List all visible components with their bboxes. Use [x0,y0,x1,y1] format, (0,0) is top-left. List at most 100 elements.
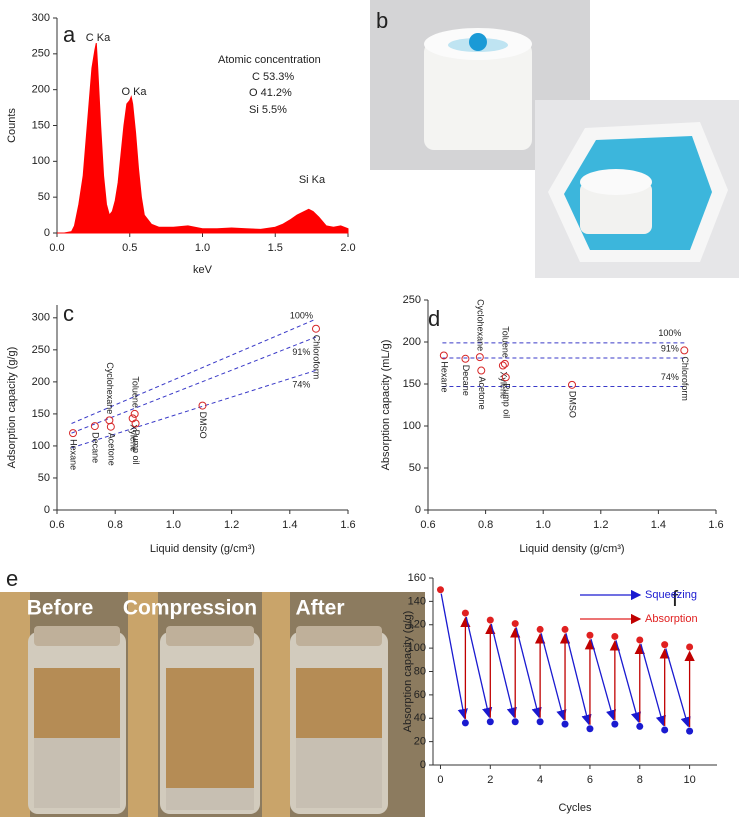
panel-label: f [672,586,679,611]
legend-label: Absorption [645,613,698,625]
x-tick-label: 6 [587,774,593,786]
panel-label: a [63,22,76,47]
data-point [636,722,644,730]
reference-label: 74% [661,372,679,382]
data-point [661,641,669,649]
annotation: Atomic concentration [218,54,321,66]
y-tick-label: 250 [403,294,421,306]
squeeze-arrow [490,623,517,719]
y-tick-label: 150 [403,378,421,390]
y-tick-label: 0 [44,227,50,239]
y-tick-label: 100 [408,642,426,654]
panel-label: d [428,306,440,331]
x-tick-label: 0.0 [49,242,64,254]
data-point [130,409,139,418]
y-tick-label: 140 [408,595,426,607]
x-tick-label: 0.6 [49,519,64,531]
y-axis-label: Adsorption capacity (g/g) [6,347,18,469]
data-point [486,616,494,624]
reference-label: 74% [292,379,310,389]
data-point [680,346,689,355]
data-point [439,351,448,360]
point-label: Acetone [106,433,116,466]
point-label: Decane [461,365,471,396]
y-axis-label: Absorption capacity (mL/g) [380,340,392,471]
y-tick-label: 300 [32,12,50,24]
photo-caption: Before [27,597,94,620]
data-point [511,620,519,628]
data-point [536,625,544,633]
data-point [90,422,99,431]
point-label: Decane [90,432,100,463]
point-label: Hexane [439,361,449,392]
y-tick-label: 100 [32,440,50,452]
reference-line [71,369,317,449]
x-tick-label: 1.6 [340,519,355,531]
x-tick-label: 0.8 [108,519,123,531]
point-label: Acetone [477,377,487,410]
y-tick-label: 50 [409,462,421,474]
reference-label: 100% [658,328,681,338]
data-point [311,324,320,333]
y-tick-label: 300 [32,312,50,324]
x-tick-label: 1.0 [166,519,181,531]
annotation: O 41.2% [249,87,292,99]
x-tick-label: 0.5 [122,242,137,254]
y-tick-label: 0 [420,759,426,771]
point-label: Chloroform [680,356,690,401]
data-point [106,422,115,431]
squeeze-arrow [465,616,493,719]
y-tick-label: 100 [32,155,50,167]
x-tick-label: 0 [437,774,443,786]
data-point [686,643,694,651]
squeeze-arrow [665,648,691,728]
y-tick-label: 20 [414,736,426,748]
reference-label: 100% [290,311,313,321]
x-tick-label: 1.2 [593,519,608,531]
data-point [686,727,694,735]
y-tick-label: 50 [38,191,50,203]
y-tick-label: 150 [32,408,50,420]
data-point [568,380,576,389]
data-point [501,373,510,382]
point-label: Cyclohexane [475,299,485,351]
point-label: Xylene [128,424,138,452]
x-tick-label: 4 [537,774,543,786]
photo-e: Before Compression After e [0,566,425,817]
x-tick-label: 10 [683,774,695,786]
squeeze-arrow [565,633,592,726]
data-point [477,366,486,375]
squeeze-arrow [515,627,542,719]
data-point [511,718,519,726]
spectrum-area [57,42,349,234]
data-point [198,401,207,410]
point-label: Hexane [69,439,79,470]
y-tick-label: 40 [414,712,426,724]
legend-label: Squeezing [645,589,697,601]
point-label: Xylene [499,372,509,400]
y-tick-label: 250 [32,48,50,60]
y-tick-label: 0 [44,504,50,516]
x-axis-label: Liquid density (g/cm³) [519,543,624,555]
point-label: Toluene [130,376,140,408]
point-label: Cyclohexane [105,362,115,414]
point-label: Pump oil [501,383,511,418]
photo-caption: After [295,597,344,620]
y-tick-label: 120 [408,619,426,631]
reference-line [71,318,317,424]
point-label: Chloroform [312,335,322,380]
data-point [636,636,644,644]
data-point [461,354,470,363]
point-label: Pump oil [131,430,141,465]
photo-caption: Compression [123,597,257,620]
photo-b: b [370,0,739,278]
data-point [561,720,569,728]
x-axis-label: Cycles [558,802,592,814]
x-tick-label: 1.5 [268,242,283,254]
x-tick-label: 2 [487,774,493,786]
point-label: Toluene [501,326,511,358]
squeeze-arrow [590,638,617,721]
y-axis-label: Counts [6,108,18,143]
data-point [611,720,619,728]
